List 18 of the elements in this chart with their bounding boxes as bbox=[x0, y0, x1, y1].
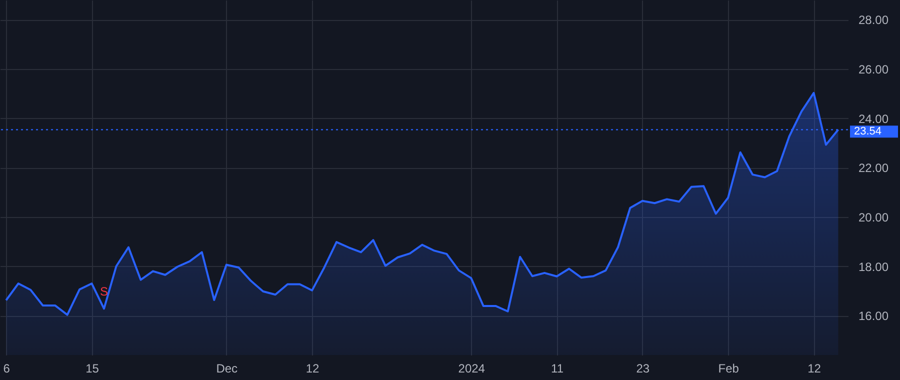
x-tick-label: 23 bbox=[636, 362, 650, 376]
y-tick-label: 18.00 bbox=[858, 260, 889, 274]
x-tick-label: 2024 bbox=[458, 362, 486, 376]
x-tick-label: 12 bbox=[306, 362, 320, 376]
y-tick-label: 20.00 bbox=[858, 210, 889, 224]
x-tick-label: Dec bbox=[216, 362, 238, 376]
y-tick-label: 22.00 bbox=[858, 161, 889, 176]
ref-line-label: 23.54 bbox=[854, 126, 882, 138]
y-tick-label: 16.00 bbox=[858, 309, 889, 324]
annotation: S bbox=[100, 284, 108, 299]
x-tick-label: 6 bbox=[3, 362, 10, 376]
x-tick-label: Feb bbox=[718, 362, 740, 376]
y-tick-label: 26.00 bbox=[858, 62, 889, 77]
y-tick-label: 28.00 bbox=[858, 13, 889, 28]
x-tick-label: 12 bbox=[808, 362, 822, 376]
x-tick-label: 15 bbox=[86, 362, 100, 376]
y-tick-label: 24.00 bbox=[858, 112, 889, 126]
x-tick-label: 11 bbox=[551, 362, 564, 376]
